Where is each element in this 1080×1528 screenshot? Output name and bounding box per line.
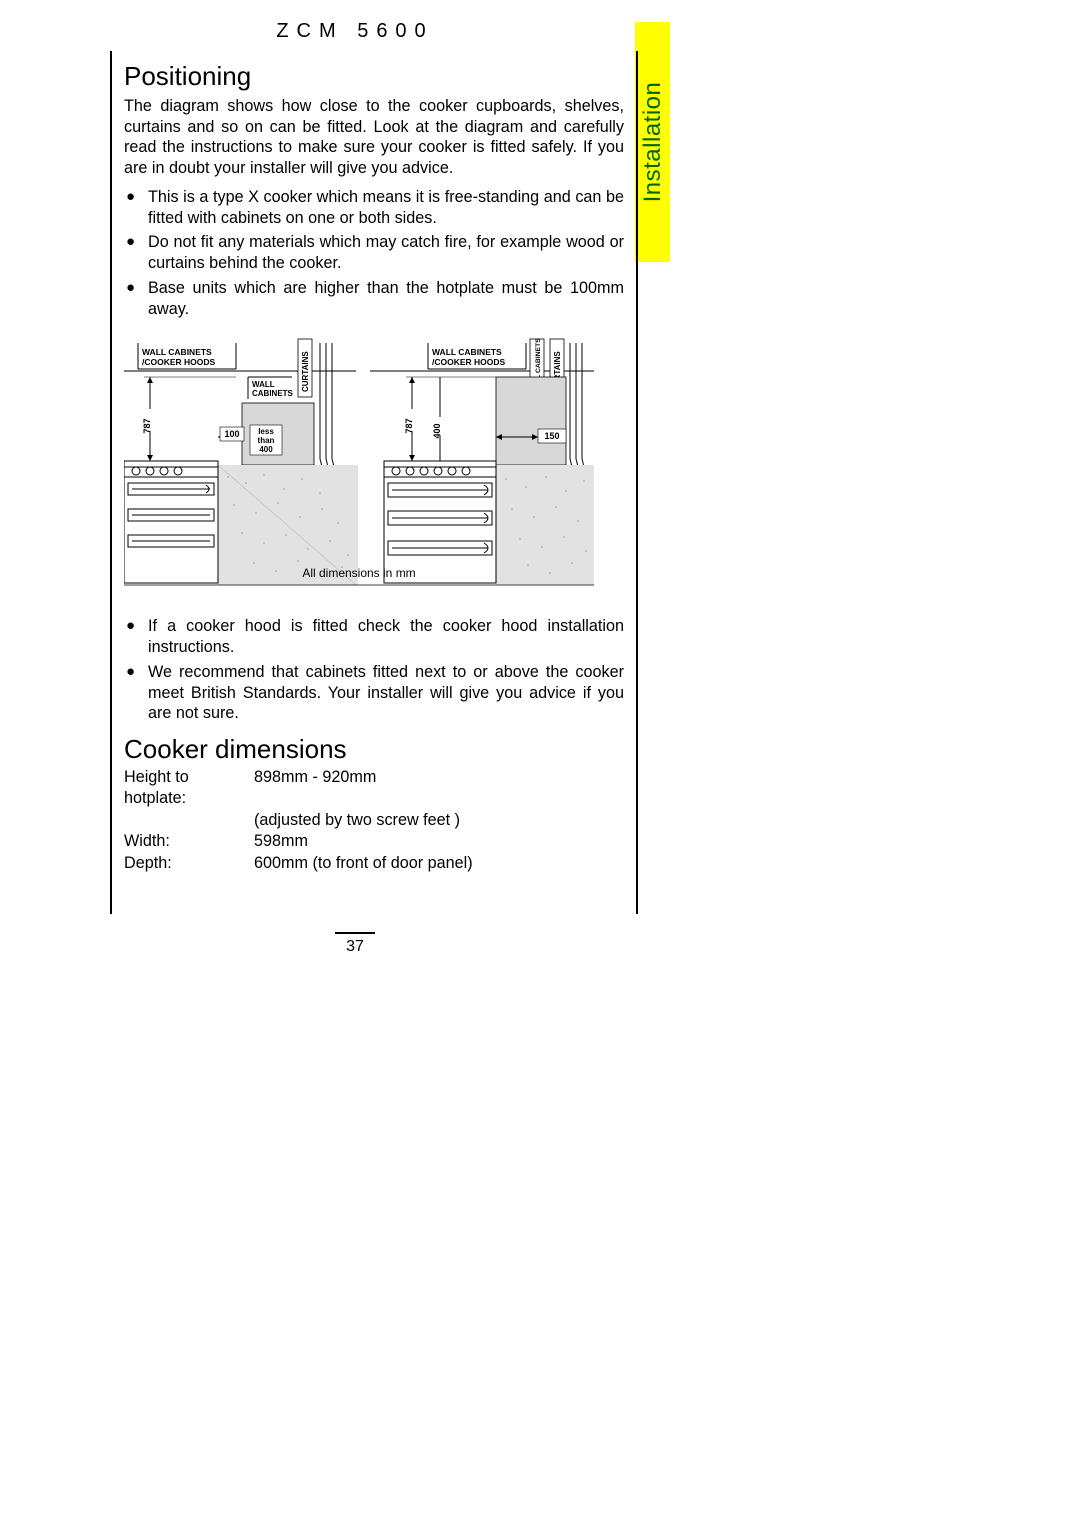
- page-number: 37: [0, 932, 1080, 956]
- svg-text:150: 150: [544, 431, 559, 441]
- dim-value: 600mm (to front of door panel): [254, 853, 473, 874]
- label-curtains-left: CURTAINS: [301, 351, 310, 392]
- dim-787-left: 787: [142, 419, 152, 434]
- svg-text:CABINETS: CABINETS: [252, 389, 294, 398]
- side-tab-label: Installation: [639, 82, 667, 203]
- list-item: Do not fit any materials which may catch…: [124, 232, 624, 273]
- dim-label: Depth:: [124, 853, 254, 874]
- list-item: This is a type X cooker which means it i…: [124, 187, 624, 228]
- side-tab-installation: Installation: [635, 22, 670, 262]
- dim-label: [124, 810, 254, 831]
- svg-text:/COOKER HOODS: /COOKER HOODS: [142, 357, 216, 367]
- svg-text:400: 400: [432, 424, 442, 439]
- label-wall-cabinets: WALL: [252, 380, 275, 389]
- cooker-dimensions-title: Cooker dimensions: [124, 734, 624, 765]
- svg-text:787: 787: [404, 419, 414, 434]
- content-column: Positioning The diagram shows how close …: [110, 51, 638, 914]
- diagram-caption: All dimensions in mm: [302, 566, 415, 580]
- svg-text:less: less: [258, 427, 274, 436]
- dim-value: 898mm - 920mm: [254, 767, 376, 810]
- list-item: We recommend that cabinets fitted next t…: [124, 662, 624, 724]
- svg-text:WALL CABINETS: WALL CABINETS: [432, 347, 502, 357]
- dim-value: 598mm: [254, 831, 308, 852]
- positioning-intro: The diagram shows how close to the cooke…: [124, 96, 624, 179]
- dim-label: Width:: [124, 831, 254, 852]
- positioning-title: Positioning: [124, 61, 624, 92]
- label-wall-cabinets-hoods: WALL CABINETS: [142, 347, 212, 357]
- positioning-bullets-b: If a cooker hood is fitted check the coo…: [124, 616, 624, 724]
- list-item: If a cooker hood is fitted check the coo…: [124, 616, 624, 657]
- dim-100: 100: [224, 429, 239, 439]
- svg-text:than: than: [258, 436, 275, 445]
- cooker-dimensions-table: Height to hotplate:898mm - 920mm (adjust…: [124, 767, 624, 874]
- dim-label: Height to hotplate:: [124, 767, 254, 810]
- svg-text:400: 400: [259, 445, 273, 454]
- positioning-bullets-a: This is a type X cooker which means it i…: [124, 187, 624, 319]
- dim-value: (adjusted by two screw feet ): [254, 810, 460, 831]
- svg-text:/COOKER HOODS: /COOKER HOODS: [432, 357, 506, 367]
- model-header: ZCM 5600: [0, 20, 1080, 43]
- page: ZCM 5600 Installation Positioning The di…: [0, 0, 1080, 956]
- list-item: Base units which are higher than the hot…: [124, 278, 624, 319]
- clearance-diagram: WALL CABINETS /COOKER HOODS WALL CABINET…: [124, 333, 594, 593]
